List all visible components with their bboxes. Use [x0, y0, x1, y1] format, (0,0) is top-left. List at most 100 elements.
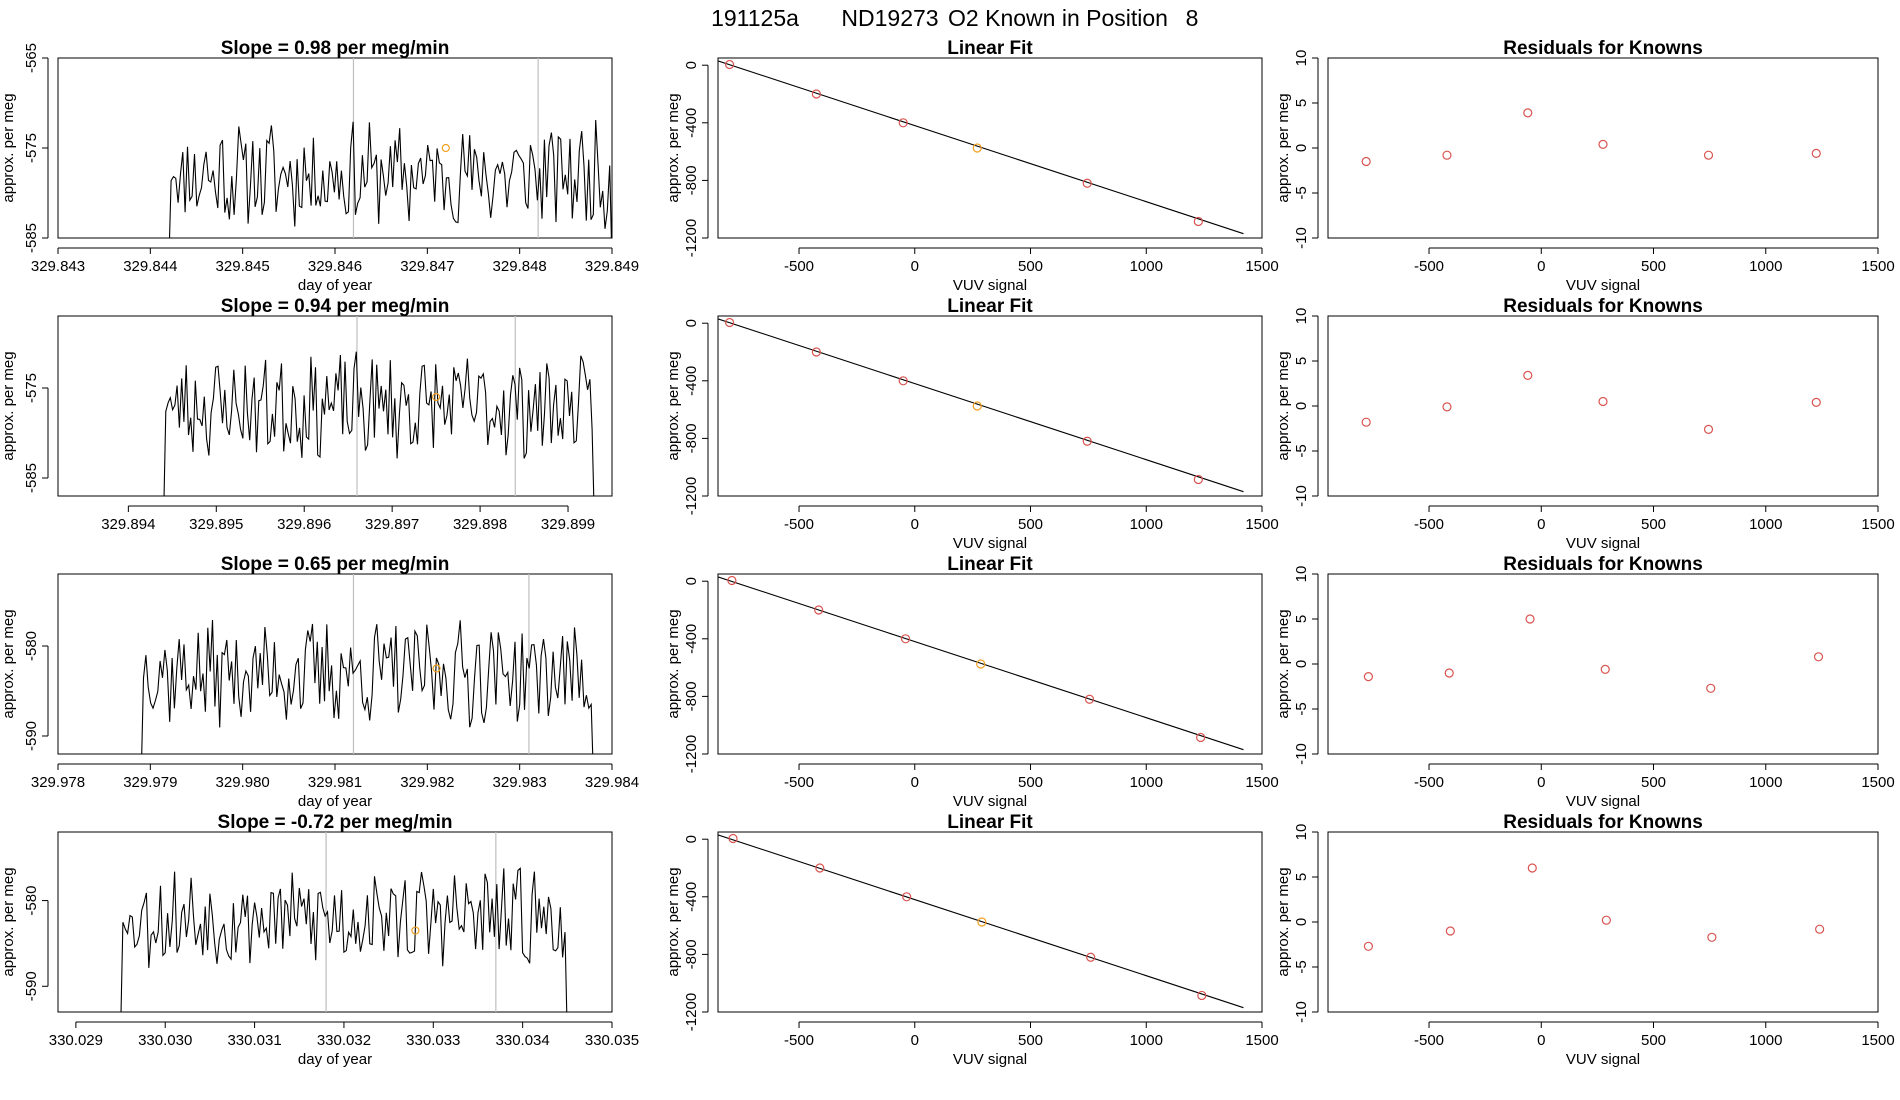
- x-tick-label: 330.033: [406, 1032, 460, 1049]
- x-axis: -500 0 500 1000 1500: [1414, 247, 1895, 275]
- y-axis-label: approx. per meg: [665, 351, 682, 460]
- x-tick-label: 1000: [1749, 774, 1782, 791]
- x-axis: -500 0 500 1000 1500: [1414, 505, 1895, 533]
- known-point: [727, 575, 737, 586]
- plot-frame: [57, 57, 613, 239]
- x-tick-label: 329.848: [493, 258, 547, 275]
- plot-frame: [57, 573, 613, 755]
- x-axis-label: VUV signal: [953, 1051, 1027, 1068]
- x-tick-label: 329.979: [123, 774, 177, 791]
- x-tick-label: 329.984: [585, 774, 639, 791]
- y-axis-label: approx. per meg: [0, 351, 17, 460]
- y-axis: 0 -400 -800 -1200: [683, 61, 709, 257]
- y-tick-label: -5: [1293, 702, 1310, 715]
- y-axis: -580 -590: [23, 886, 49, 1001]
- residuals-panel-3: Residuals for Knowns -500 0 500 1000 1500 VUV …: [1275, 554, 1895, 810]
- data-layer: [718, 317, 1244, 493]
- x-axis: 329.894 329.895 329.896 329.897 329.898 329.8…: [101, 505, 595, 533]
- known-point: [815, 863, 825, 873]
- x-tick-label: 330.035: [585, 1032, 639, 1049]
- residual-point: [1525, 614, 1535, 624]
- y-tick-label: -5: [1293, 444, 1310, 457]
- residual-point: [1361, 417, 1371, 427]
- panel-title: Residuals for Knowns: [1503, 812, 1703, 833]
- y-axis-label: approx. per meg: [1275, 609, 1292, 718]
- y-axis-label: approx. per meg: [665, 867, 682, 976]
- data-layer: [1363, 614, 1824, 693]
- residual-point: [1361, 156, 1371, 167]
- x-tick-label: 329.896: [277, 516, 331, 533]
- figure-title-tank: ND19273: [841, 5, 938, 31]
- y-tick-label: -575: [23, 133, 40, 163]
- y-tick-label: -565: [23, 43, 40, 73]
- x-axis-label: VUV signal: [953, 535, 1027, 552]
- y-tick-label: 10: [1293, 566, 1310, 583]
- residual-point: [1815, 924, 1825, 934]
- signal-line: [120, 867, 568, 1012]
- x-axis-label: VUV signal: [1566, 793, 1640, 810]
- panel-title: Slope = -0.72 per meg/min: [218, 812, 453, 833]
- y-axis-label: approx. per meg: [0, 93, 17, 202]
- x-tick-label: 1500: [1245, 258, 1278, 275]
- sample-point: [976, 659, 986, 669]
- x-tick-label: -500: [1414, 1032, 1444, 1049]
- x-tick-label: 329.982: [400, 774, 454, 791]
- residual-point: [1706, 683, 1716, 693]
- data-layer: [120, 832, 568, 1012]
- data-layer: [1361, 370, 1821, 434]
- data-layer: [141, 574, 594, 754]
- x-tick-label: 500: [1641, 516, 1666, 533]
- panel-title: Linear Fit: [947, 38, 1033, 59]
- known-point: [724, 317, 735, 328]
- x-tick-label: 329.849: [585, 258, 639, 275]
- x-tick-label: 0: [1537, 516, 1545, 533]
- y-tick-label: 0: [683, 577, 700, 585]
- x-tick-label: 329.898: [453, 516, 507, 533]
- y-tick-label: 0: [683, 835, 700, 843]
- known-point: [724, 59, 735, 70]
- signal-line: [141, 619, 594, 754]
- plot-frame: [1327, 315, 1879, 497]
- residuals-panel-4: Residuals for Knowns -500 0 500 1000 1500 VUV …: [1275, 812, 1895, 1068]
- y-tick-label: 10: [1293, 824, 1310, 841]
- x-tick-label: 329.843: [31, 258, 85, 275]
- y-tick-label: -800: [683, 423, 700, 453]
- x-tick-label: -500: [1414, 258, 1444, 275]
- x-tick-label: 0: [911, 774, 919, 791]
- x-tick-label: -500: [784, 1032, 814, 1049]
- y-axis: 10 5 0 -5 -10: [1293, 50, 1319, 249]
- y-axis: 0 -400 -800 -1200: [683, 835, 709, 1031]
- signal-line: [168, 119, 612, 238]
- x-axis: 329.843 329.844 329.845 329.846 329.847 329.8…: [31, 247, 639, 275]
- y-tick-label: 10: [1293, 50, 1310, 67]
- y-tick-label: -400: [683, 624, 700, 654]
- x-tick-label: 1500: [1861, 516, 1894, 533]
- x-axis-label: VUV signal: [953, 793, 1027, 810]
- y-tick-label: -1200: [683, 735, 700, 773]
- x-tick-label: -500: [1414, 774, 1444, 791]
- y-axis-label: approx. per meg: [665, 93, 682, 202]
- residual-point: [1445, 926, 1455, 936]
- panel-title: Residuals for Knowns: [1503, 38, 1703, 59]
- sample-point: [972, 401, 982, 411]
- x-tick-label: -500: [1414, 516, 1444, 533]
- y-axis: 10 5 0 -5 -10: [1293, 308, 1319, 507]
- known-point: [811, 347, 821, 357]
- x-axis: -500 0 500 1000 1500: [784, 247, 1279, 275]
- sample-mean-marker: [441, 143, 450, 153]
- y-tick-label: -5: [1293, 186, 1310, 199]
- x-axis: -500 0 500 1000 1500: [784, 1021, 1279, 1049]
- x-tick-label: 0: [911, 1032, 919, 1049]
- x-tick-label: 329.981: [308, 774, 362, 791]
- x-tick-label: 1500: [1245, 516, 1278, 533]
- y-tick-label: 5: [1293, 615, 1310, 623]
- sample-mean-marker: [432, 392, 441, 402]
- y-tick-label: -575: [23, 373, 40, 403]
- panel-title: Slope = 0.65 per meg/min: [221, 554, 450, 575]
- data-layer: [718, 833, 1244, 1009]
- plot-frame: [717, 573, 1263, 755]
- x-tick-label: 500: [1641, 774, 1666, 791]
